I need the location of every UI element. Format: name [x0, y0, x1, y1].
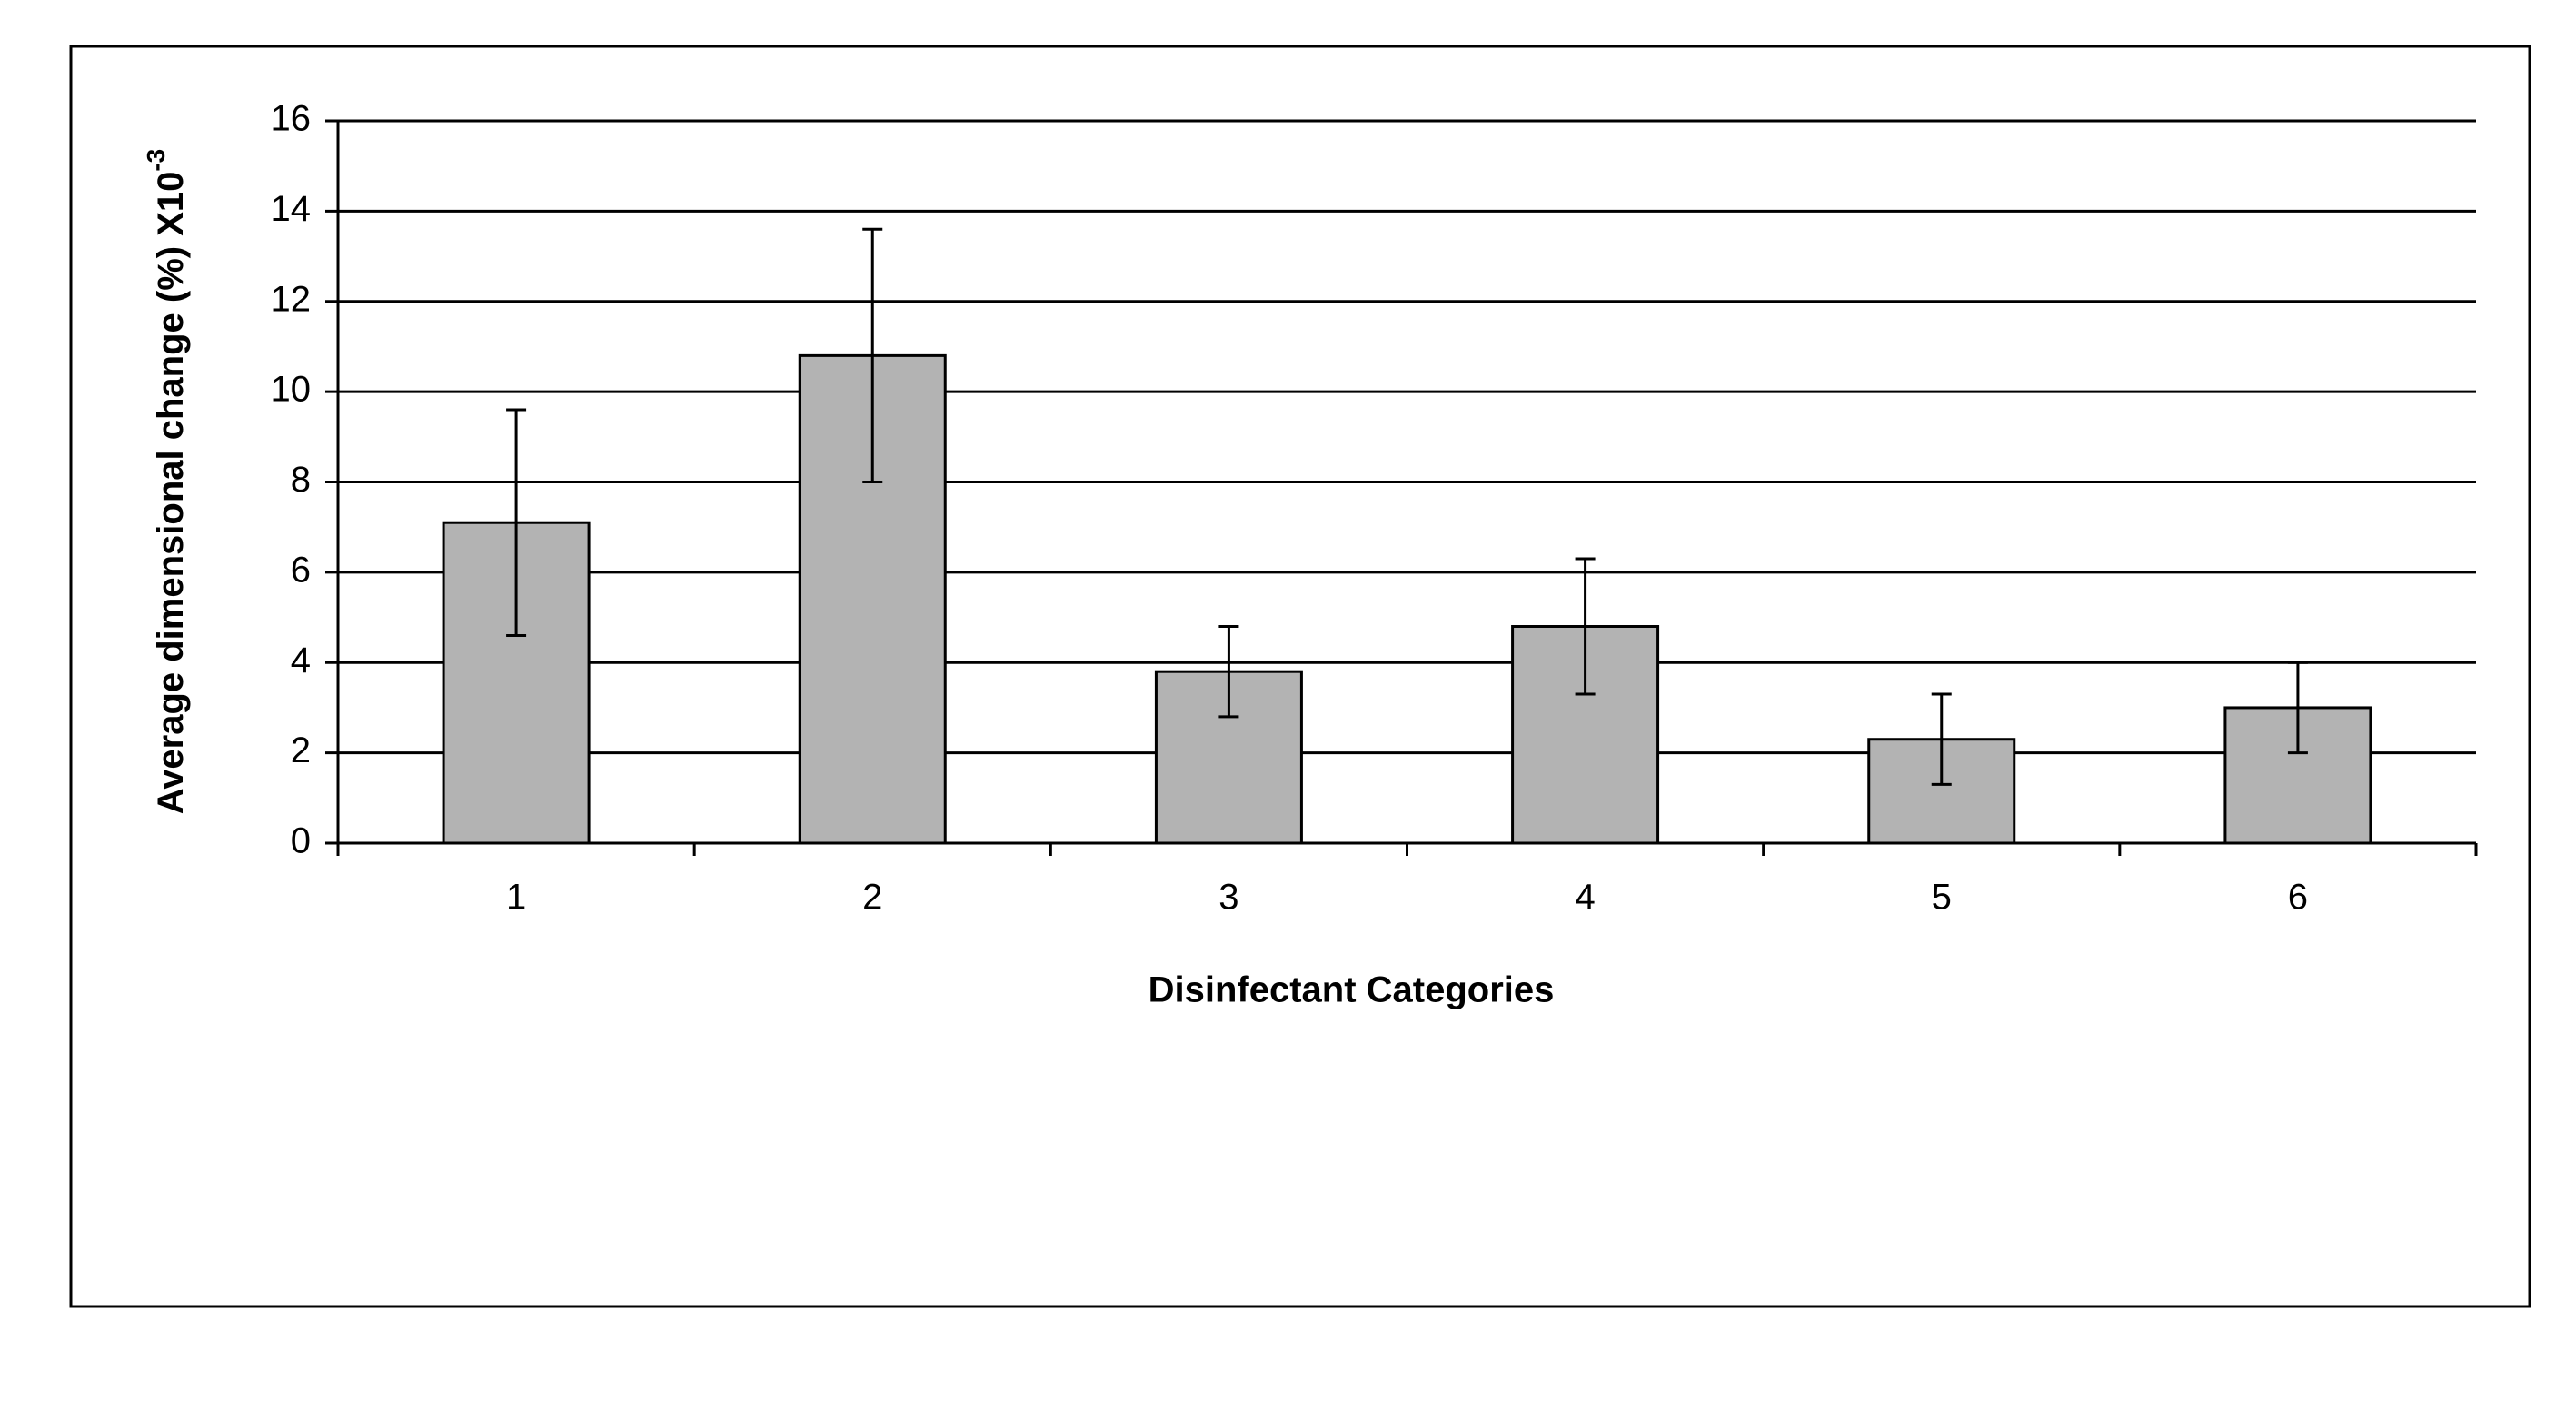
error-bar [1931, 692, 1952, 786]
x-tick-label: 1 [506, 878, 526, 918]
y-tick-label: 0 [291, 821, 311, 861]
x-tick-label: 6 [2288, 878, 2308, 918]
y-tick-label: 6 [291, 550, 311, 590]
y-axis-title-exponent: -3 [142, 149, 170, 172]
x-tick-label: 4 [1575, 878, 1595, 918]
y-tick-label: 10 [271, 370, 312, 410]
y-tick-label: 14 [271, 189, 312, 229]
x-tick-label: 3 [1218, 878, 1238, 918]
y-axis-title: Average dimensional change (%) X10-3 [142, 149, 190, 815]
error-bar [2287, 661, 2308, 755]
bar [442, 521, 591, 845]
x-axis-title: Disinfectant Categories [1149, 970, 1555, 1010]
error-bar [1218, 625, 1239, 719]
y-tick-label: 4 [291, 641, 311, 681]
x-tick-label: 2 [862, 878, 882, 918]
error-bar [1575, 557, 1596, 696]
x-tick-label: 5 [1932, 878, 1952, 918]
error-bar [506, 408, 527, 637]
y-tick-label: 8 [291, 460, 311, 500]
y-axis-title-main: Average dimensional change (%) X10 [151, 172, 191, 815]
y-tick-label: 16 [271, 99, 312, 139]
bar [1154, 670, 1303, 845]
error-bar [862, 227, 883, 483]
y-tick-label: 12 [271, 279, 312, 319]
y-tick-label: 2 [291, 730, 311, 770]
